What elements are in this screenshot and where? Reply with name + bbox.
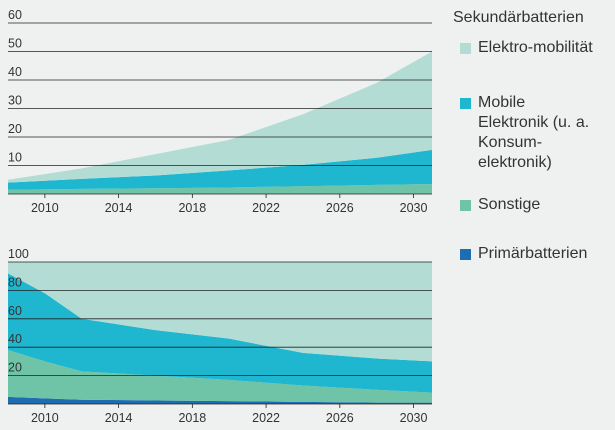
x-tick-label: 2026 (326, 201, 354, 215)
x-tick-label: 2030 (400, 201, 428, 215)
y-tick-label: 40 (8, 332, 22, 346)
legend-item: Primärbatterien (460, 244, 600, 264)
y-tick-label: 10 (8, 151, 22, 165)
area (8, 396, 432, 404)
area (8, 51, 432, 183)
area (8, 273, 432, 393)
legend-label: Mobile Elektronik (u. a. Konsum-elektron… (478, 94, 590, 171)
x-tick-label: 2018 (178, 201, 206, 215)
x-tick-label: 2010 (31, 411, 59, 425)
y-tick-label: 20 (8, 122, 22, 136)
area (8, 262, 432, 362)
x-tick-label: 2026 (326, 411, 354, 425)
x-tick-label: 2022 (252, 201, 280, 215)
legend-swatch (460, 249, 471, 260)
legend-swatch (460, 98, 471, 109)
legend-swatch (460, 43, 471, 54)
legend-item: Mobile Elektronik (u. a. Konsum-elektron… (460, 93, 600, 173)
x-tick-label: 2010 (31, 201, 59, 215)
y-tick-label: 40 (8, 65, 22, 79)
x-tick-label: 2018 (178, 411, 206, 425)
y-tick-label: 50 (8, 37, 22, 51)
legend-label: Primärbatterien (478, 245, 588, 262)
area (8, 149, 432, 190)
y-tick-label: 100 (8, 247, 29, 261)
legend-swatch (460, 200, 471, 211)
x-tick-label: 2014 (105, 411, 133, 425)
x-tick-label: 2022 (252, 411, 280, 425)
area (8, 184, 432, 194)
legend-label: Elektro-mobilität (478, 39, 593, 56)
y-tick-label: 60 (8, 304, 22, 318)
legend-label: Sonstige (478, 196, 541, 213)
y-tick-label: 80 (8, 275, 22, 289)
x-tick-label: 2014 (105, 201, 133, 215)
y-tick-label: 60 (8, 8, 22, 22)
y-tick-label: 30 (8, 94, 22, 108)
legend-item: Sonstige (460, 195, 600, 215)
legend-item: Elektro-mobilität (460, 38, 600, 58)
x-tick-label: 2030 (400, 411, 428, 425)
y-tick-label: 20 (8, 361, 22, 375)
area (8, 350, 432, 403)
legend-title: Sekundärbatterien (453, 9, 584, 26)
